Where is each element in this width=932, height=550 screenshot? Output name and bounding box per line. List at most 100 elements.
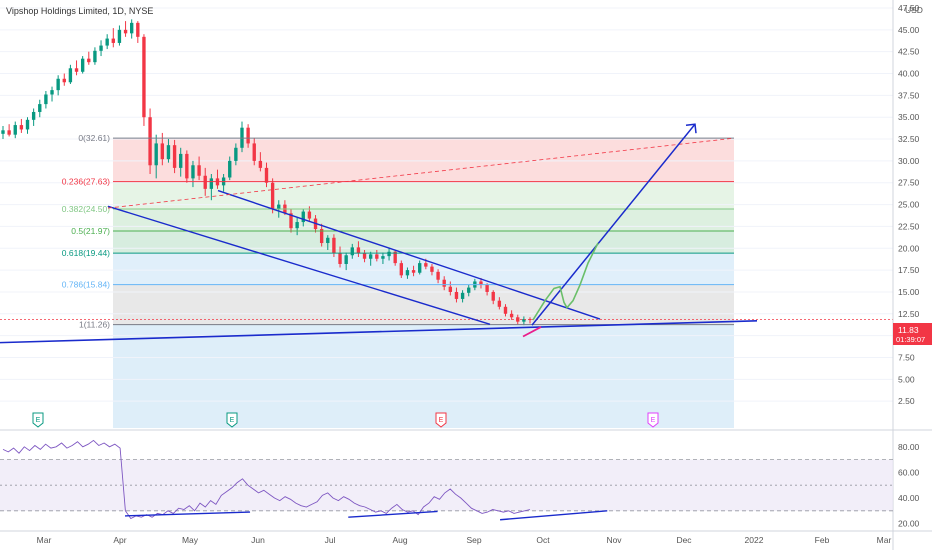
candle[interactable] bbox=[44, 91, 48, 109]
candle[interactable] bbox=[234, 143, 238, 166]
earnings-marker[interactable]: E bbox=[647, 412, 659, 428]
candle[interactable] bbox=[136, 21, 140, 43]
magenta-marker-line[interactable] bbox=[522, 326, 542, 338]
candle[interactable] bbox=[442, 276, 446, 291]
candle[interactable] bbox=[111, 28, 115, 48]
candle[interactable] bbox=[252, 138, 256, 166]
candle[interactable] bbox=[80, 56, 85, 74]
candle[interactable] bbox=[411, 265, 416, 277]
candle[interactable] bbox=[172, 139, 177, 174]
rsi-divergence-line[interactable] bbox=[348, 510, 438, 518]
candle[interactable] bbox=[228, 156, 232, 181]
channel-lower-line[interactable] bbox=[107, 205, 491, 325]
candles-layer[interactable] bbox=[1, 19, 532, 326]
candle[interactable] bbox=[25, 117, 30, 134]
candle[interactable] bbox=[448, 281, 453, 296]
candle[interactable] bbox=[503, 304, 508, 317]
candle[interactable] bbox=[56, 75, 60, 96]
candle[interactable] bbox=[344, 252, 348, 271]
candle[interactable] bbox=[454, 287, 459, 303]
time-axis[interactable]: Mar Apr May Jun Jul Aug Sep Oct Nov Dec 2022 Feb Mar bbox=[0, 530, 932, 545]
candle[interactable] bbox=[326, 235, 330, 251]
candle[interactable] bbox=[197, 156, 201, 181]
candle[interactable] bbox=[74, 60, 79, 76]
rsi-pane[interactable]: 20.00 40.00 60.00 80.00 bbox=[0, 429, 932, 529]
candle[interactable] bbox=[105, 34, 109, 50]
candle[interactable] bbox=[319, 223, 324, 247]
candle[interactable] bbox=[485, 283, 489, 296]
candle[interactable] bbox=[381, 252, 385, 264]
candle[interactable] bbox=[467, 284, 471, 297]
candle[interactable] bbox=[191, 160, 195, 188]
candle[interactable] bbox=[117, 25, 122, 46]
green-path-forecast[interactable] bbox=[532, 242, 599, 321]
candle[interactable] bbox=[123, 21, 128, 37]
candle[interactable] bbox=[1, 125, 5, 140]
candle[interactable] bbox=[142, 34, 146, 126]
candle[interactable] bbox=[154, 134, 158, 179]
projection-arrow[interactable] bbox=[531, 123, 696, 326]
candle-body bbox=[381, 256, 385, 259]
candle[interactable] bbox=[491, 290, 495, 305]
price-axis[interactable]: 2.505.007.5010.0012.5015.0017.5020.0022.… bbox=[892, 0, 920, 550]
candle[interactable] bbox=[7, 124, 11, 137]
candle[interactable] bbox=[130, 19, 134, 39]
candle[interactable] bbox=[93, 47, 97, 65]
earnings-marker[interactable]: E bbox=[226, 412, 238, 428]
candle[interactable] bbox=[399, 260, 403, 278]
currency-label[interactable]: USD bbox=[905, 5, 923, 15]
candle[interactable] bbox=[270, 178, 275, 214]
candle[interactable] bbox=[209, 174, 214, 201]
candle[interactable] bbox=[62, 73, 66, 86]
candle[interactable] bbox=[68, 64, 73, 85]
candle[interactable] bbox=[289, 208, 293, 233]
candle[interactable] bbox=[497, 297, 502, 310]
candle[interactable] bbox=[185, 150, 189, 183]
channel-upper-line[interactable] bbox=[217, 189, 601, 320]
candle[interactable] bbox=[99, 40, 103, 57]
candle[interactable] bbox=[50, 86, 54, 102]
price-tick-label: 7.50 bbox=[898, 352, 915, 362]
candle[interactable] bbox=[13, 121, 17, 139]
candle[interactable] bbox=[264, 162, 269, 188]
candle-body bbox=[362, 253, 367, 259]
candle[interactable] bbox=[430, 263, 434, 276]
candle[interactable] bbox=[338, 246, 342, 268]
candle[interactable] bbox=[375, 250, 379, 262]
candle[interactable] bbox=[179, 147, 183, 177]
candle[interactable] bbox=[356, 241, 361, 257]
candle[interactable] bbox=[258, 152, 263, 172]
candle[interactable] bbox=[31, 108, 36, 126]
earnings-marker[interactable]: E bbox=[435, 412, 447, 428]
earnings-marker-shape bbox=[647, 412, 659, 428]
candle[interactable] bbox=[148, 108, 152, 174]
candle[interactable] bbox=[350, 243, 354, 259]
candle[interactable] bbox=[368, 251, 373, 266]
candle[interactable] bbox=[460, 290, 465, 303]
candle[interactable] bbox=[393, 250, 397, 266]
candle[interactable] bbox=[362, 250, 367, 263]
rsi-divergence-line[interactable] bbox=[500, 510, 608, 521]
rsi-line[interactable] bbox=[2, 439, 531, 520]
earnings-marker[interactable]: E bbox=[32, 412, 44, 428]
candle[interactable] bbox=[405, 267, 410, 279]
candle[interactable] bbox=[295, 217, 299, 236]
candle[interactable] bbox=[418, 260, 422, 275]
drawings-layer[interactable] bbox=[0, 123, 758, 344]
candle[interactable] bbox=[436, 269, 440, 284]
candle-body bbox=[68, 68, 73, 83]
candle[interactable] bbox=[19, 118, 24, 133]
rsi-divergence-line[interactable] bbox=[124, 511, 251, 517]
support-trendline[interactable] bbox=[0, 319, 758, 344]
candle[interactable] bbox=[166, 139, 171, 163]
candle[interactable] bbox=[509, 310, 514, 320]
candle[interactable] bbox=[301, 208, 305, 227]
candle[interactable] bbox=[38, 99, 42, 118]
candle[interactable] bbox=[522, 316, 526, 326]
candle[interactable] bbox=[387, 248, 391, 261]
candle[interactable] bbox=[246, 124, 250, 148]
candle[interactable] bbox=[87, 51, 91, 65]
candle[interactable] bbox=[240, 121, 244, 153]
